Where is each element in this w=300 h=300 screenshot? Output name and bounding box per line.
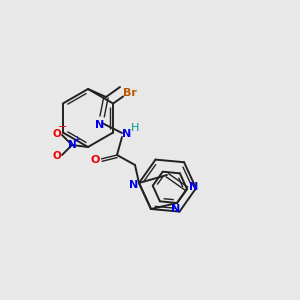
Text: N: N xyxy=(95,120,105,130)
Text: N: N xyxy=(171,204,181,214)
Text: N: N xyxy=(129,180,139,190)
Text: O: O xyxy=(52,151,62,161)
Text: +: + xyxy=(74,136,80,145)
Text: −: − xyxy=(58,122,68,132)
Text: O: O xyxy=(52,129,62,139)
Text: N: N xyxy=(189,182,199,192)
Text: H: H xyxy=(131,123,139,133)
Text: Br: Br xyxy=(123,88,137,98)
Text: N: N xyxy=(122,129,132,139)
Text: N: N xyxy=(68,140,76,150)
Text: O: O xyxy=(90,155,100,165)
